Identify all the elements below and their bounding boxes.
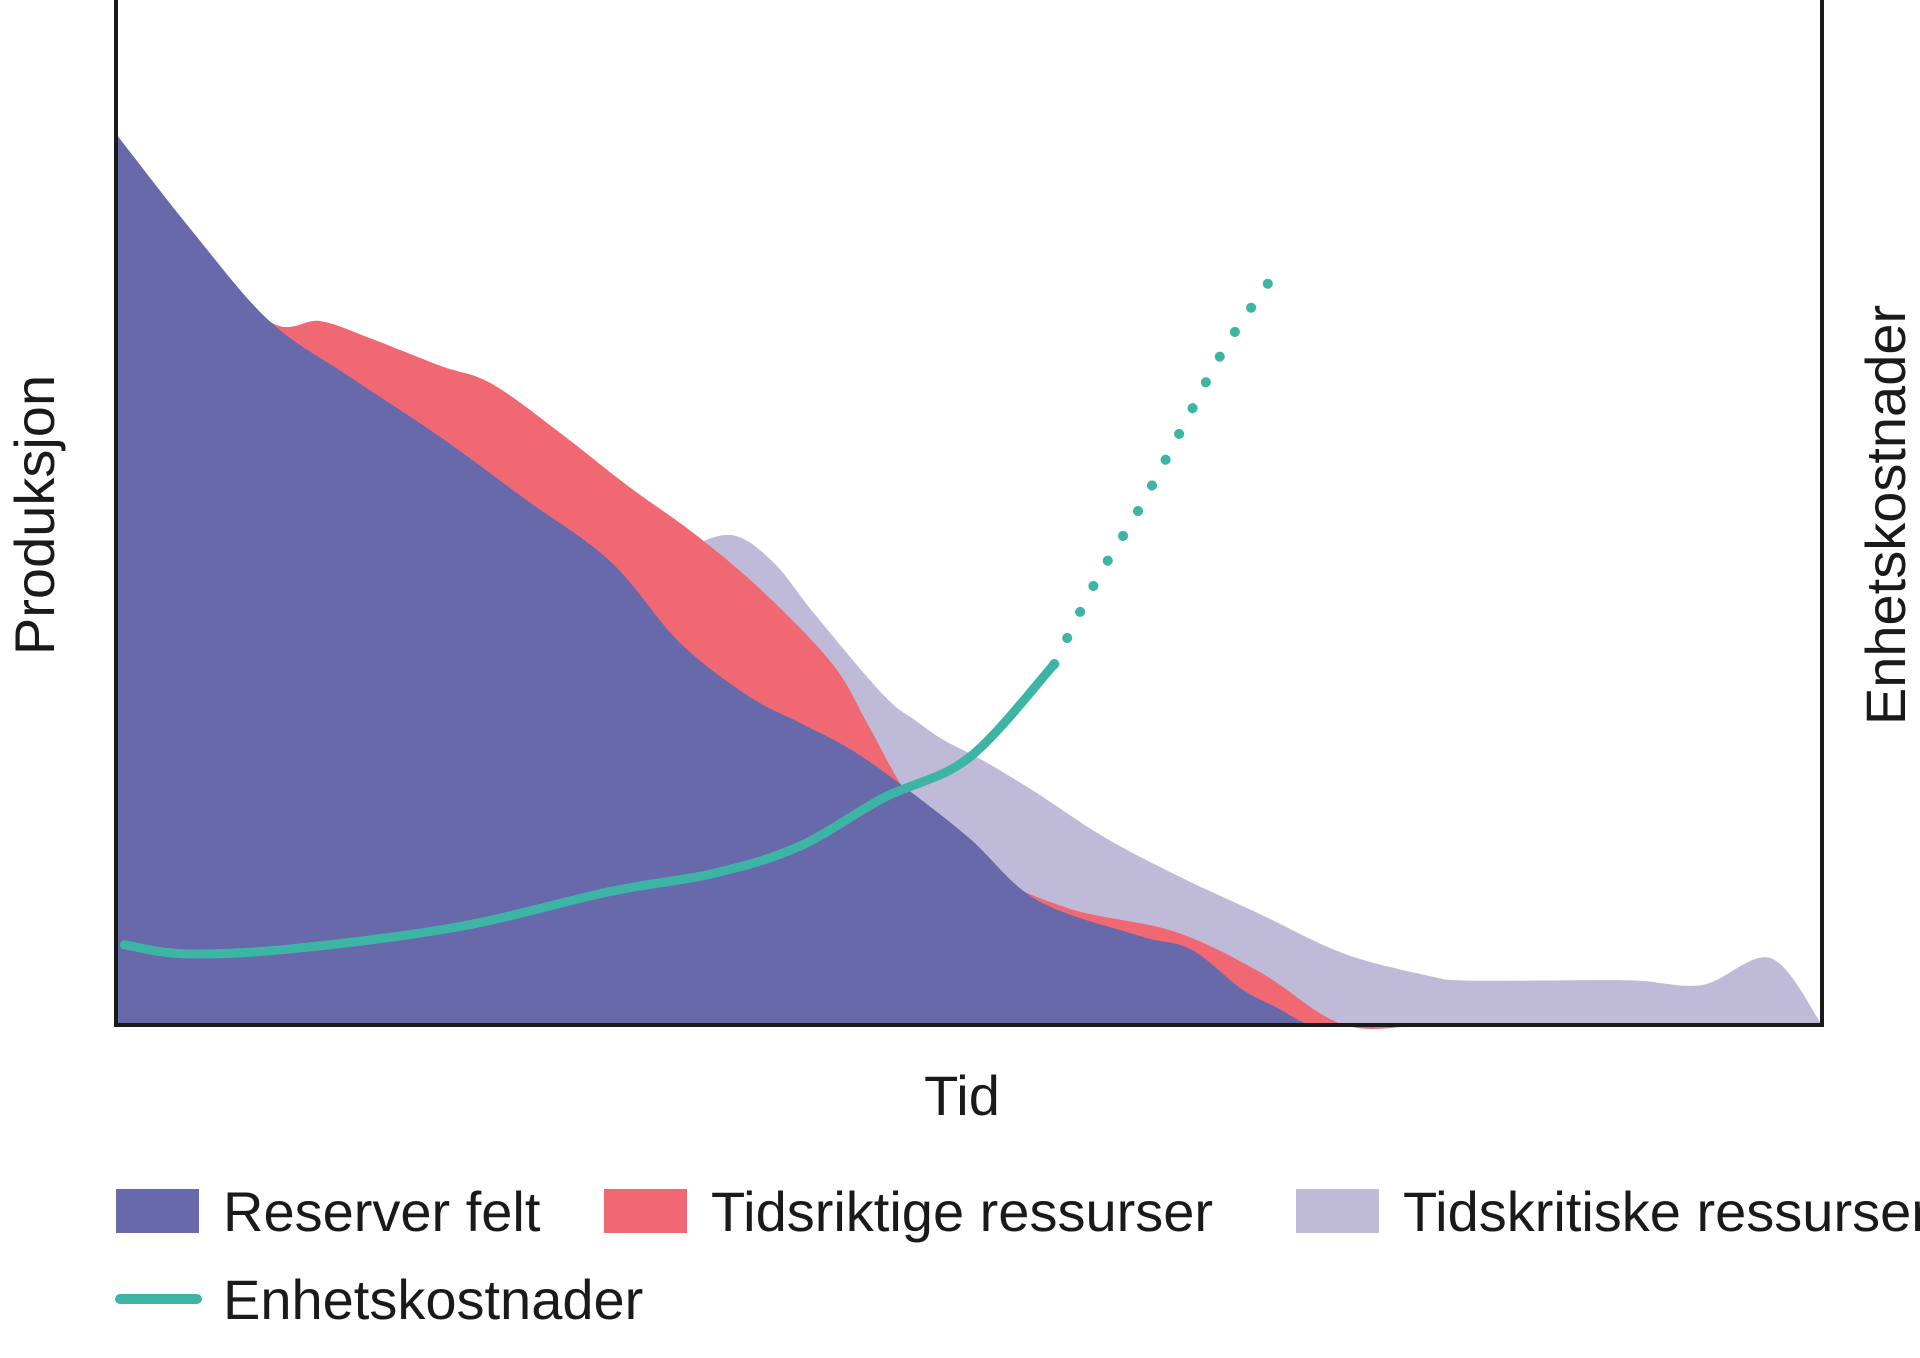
legend-item-enhetskostnader: Enhetskostnader: [115, 1268, 643, 1331]
axes: [114, 0, 1824, 1027]
legend-item-tidsriktige-ressurser: Tidsriktige ressurser: [604, 1180, 1213, 1243]
line-enhetskostnader: [120, 659, 1059, 959]
y-axis-label: Produksjon: [3, 375, 66, 655]
legend-label: Tidsriktige ressurser: [711, 1180, 1213, 1243]
legend-label: Reserver felt: [223, 1180, 541, 1243]
x-axis-label: Tid: [924, 1064, 1000, 1127]
area-reserver-felt: [116, 134, 1822, 1027]
y2-axis-label: Enhetskostnader: [1854, 305, 1917, 725]
legend-label: Enhetskostnader: [223, 1268, 643, 1331]
line-enhetskostnader-projisert: [1049, 271, 1278, 670]
legend: Reserver felt Tidsriktige ressurser Tidskr…: [115, 1180, 1920, 1331]
plot-area: [116, 134, 1822, 1029]
legend-item-reserver-felt: Reserver felt: [116, 1180, 541, 1243]
legend-item-tidskritiske-ressurser: Tidskritiske ressurser: [1296, 1180, 1920, 1243]
legend-swatch: [604, 1189, 687, 1233]
legend-swatch: [116, 1189, 199, 1233]
legend-swatch: [1296, 1189, 1379, 1233]
legend-label: Tidskritiske ressurser: [1403, 1180, 1920, 1243]
